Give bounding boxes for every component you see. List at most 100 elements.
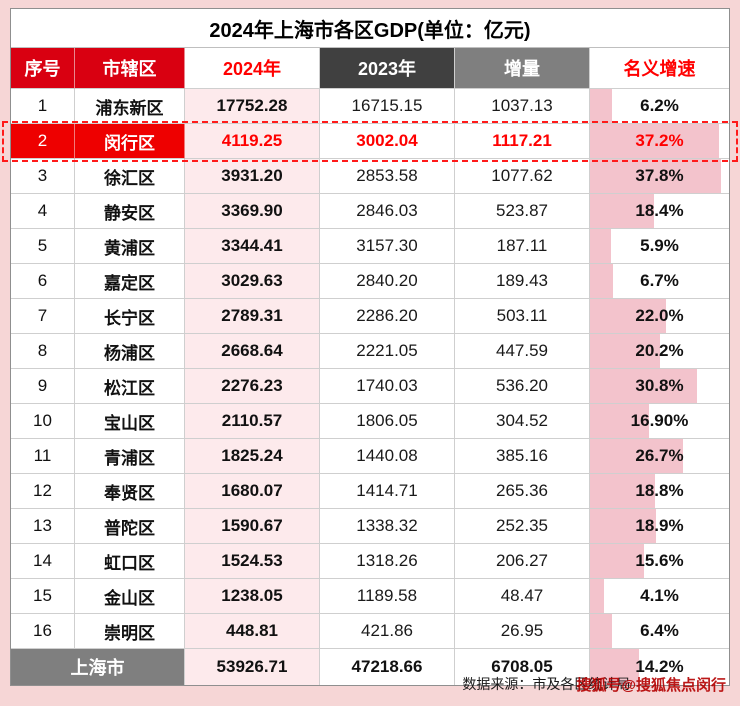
delta-cell: 1037.13	[455, 89, 590, 124]
growth-bar	[590, 544, 645, 578]
growth-bar	[590, 334, 661, 368]
rank-cell: 9	[11, 369, 75, 404]
header-rank: 序号	[11, 48, 75, 89]
growth-cell: 18.4%	[590, 194, 729, 229]
delta-cell: 26.95	[455, 614, 590, 649]
table-row: 1 浦东新区 17752.28 16715.15 1037.13 6.2%	[11, 89, 729, 124]
rank-cell: 15	[11, 579, 75, 614]
gdp-2023-cell: 1440.08	[320, 439, 455, 474]
delta-cell: 187.11	[455, 229, 590, 264]
gdp-2023-cell: 2853.58	[320, 159, 455, 194]
district-cell: 闵行区	[75, 124, 185, 159]
table-title: 2024年上海市各区GDP(单位：亿元)	[11, 9, 729, 48]
growth-value: 16.90%	[630, 411, 689, 430]
gdp-2024-cell: 3931.20	[185, 159, 320, 194]
growth-bar	[590, 614, 613, 648]
growth-value: 30.8%	[635, 376, 684, 395]
gdp-2024-cell: 1680.07	[185, 474, 320, 509]
gdp-2023-cell: 1189.58	[320, 579, 455, 614]
table-row: 7 长宁区 2789.31 2286.20 503.11 22.0%	[11, 299, 729, 334]
rank-cell: 14	[11, 544, 75, 579]
district-cell: 虹口区	[75, 544, 185, 579]
rank-cell: 12	[11, 474, 75, 509]
gdp-2023-cell: 1338.32	[320, 509, 455, 544]
growth-bar	[590, 194, 654, 228]
total-label-cell: 上海市	[11, 649, 185, 685]
district-cell: 徐汇区	[75, 159, 185, 194]
growth-bar	[590, 404, 649, 438]
growth-value: 5.9%	[640, 236, 679, 255]
growth-value: 4.1%	[640, 586, 679, 605]
total-2023-cell: 47218.66	[320, 649, 455, 685]
footer-growth-bar	[590, 649, 640, 685]
growth-cell: 6.7%	[590, 264, 729, 299]
table-row: 6 嘉定区 3029.63 2840.20 189.43 6.7%	[11, 264, 729, 299]
district-cell: 金山区	[75, 579, 185, 614]
growth-bar	[590, 264, 614, 298]
rank-cell: 16	[11, 614, 75, 649]
rank-cell: 1	[11, 89, 75, 124]
rank-cell: 3	[11, 159, 75, 194]
header-growth: 名义增速	[590, 48, 729, 89]
table-row: 15 金山区 1238.05 1189.58 48.47 4.1%	[11, 579, 729, 614]
growth-value: 18.4%	[635, 201, 684, 220]
growth-cell: 4.1%	[590, 579, 729, 614]
gdp-2024-cell: 1825.24	[185, 439, 320, 474]
table-row: 13 普陀区 1590.67 1338.32 252.35 18.9%	[11, 509, 729, 544]
rank-cell: 5	[11, 229, 75, 264]
table-body: 1 浦东新区 17752.28 16715.15 1037.13 6.2% 2 闵行区 4119…	[2, 89, 738, 649]
header-2024: 2024年	[185, 48, 320, 89]
gdp-2024-cell: 2789.31	[185, 299, 320, 334]
growth-cell: 15.6%	[590, 544, 729, 579]
gdp-2024-cell: 1590.67	[185, 509, 320, 544]
district-cell: 杨浦区	[75, 334, 185, 369]
district-cell: 奉贤区	[75, 474, 185, 509]
growth-value: 6.4%	[640, 621, 679, 640]
data-source-text: 数据来源：市及各区统计局	[462, 676, 631, 692]
gdp-2023-cell: 16715.15	[320, 89, 455, 124]
growth-bar	[590, 159, 722, 193]
gdp-2023-cell: 1740.03	[320, 369, 455, 404]
total-2024-cell: 53926.71	[185, 649, 320, 685]
growth-value: 6.7%	[640, 271, 679, 290]
rank-cell: 8	[11, 334, 75, 369]
rank-cell: 4	[11, 194, 75, 229]
table-row: 8 杨浦区 2668.64 2221.05 447.59 20.2%	[11, 334, 729, 369]
gdp-2024-cell: 1524.53	[185, 544, 320, 579]
gdp-2024-cell: 3369.90	[185, 194, 320, 229]
district-cell: 崇明区	[75, 614, 185, 649]
delta-cell: 1077.62	[455, 159, 590, 194]
gdp-2024-cell: 3029.63	[185, 264, 320, 299]
gdp-2023-cell: 2221.05	[320, 334, 455, 369]
growth-cell: 37.2%	[590, 124, 729, 159]
gdp-2024-cell: 1238.05	[185, 579, 320, 614]
gdp-2024-cell: 17752.28	[185, 89, 320, 124]
delta-cell: 252.35	[455, 509, 590, 544]
growth-bar	[590, 509, 656, 543]
growth-bar	[590, 299, 667, 333]
district-cell: 长宁区	[75, 299, 185, 334]
growth-bar	[590, 474, 656, 508]
gdp-2024-cell: 2110.57	[185, 404, 320, 439]
district-cell: 黄浦区	[75, 229, 185, 264]
gdp-2024-cell: 4119.25	[185, 124, 320, 159]
growth-value: 20.2%	[635, 341, 684, 360]
growth-cell: 16.90%	[590, 404, 729, 439]
growth-value: 26.7%	[635, 446, 684, 465]
total-growth-value: 14.2%	[635, 657, 684, 676]
growth-value: 18.9%	[635, 516, 684, 535]
rank-cell: 10	[11, 404, 75, 439]
growth-cell: 6.4%	[590, 614, 729, 649]
delta-cell: 265.36	[455, 474, 590, 509]
growth-cell: 18.9%	[590, 509, 729, 544]
gdp-2023-cell: 2286.20	[320, 299, 455, 334]
source-line: 数据来源：市及各区统计局 搜狐号@搜狐焦点闵行	[462, 672, 726, 696]
table-row: 10 宝山区 2110.57 1806.05 304.52 16.90%	[11, 404, 729, 439]
growth-cell: 18.8%	[590, 474, 729, 509]
delta-cell: 447.59	[455, 334, 590, 369]
growth-cell: 22.0%	[590, 299, 729, 334]
growth-bar	[590, 124, 720, 158]
district-cell: 浦东新区	[75, 89, 185, 124]
table-row: 12 奉贤区 1680.07 1414.71 265.36 18.8%	[11, 474, 729, 509]
growth-cell: 5.9%	[590, 229, 729, 264]
